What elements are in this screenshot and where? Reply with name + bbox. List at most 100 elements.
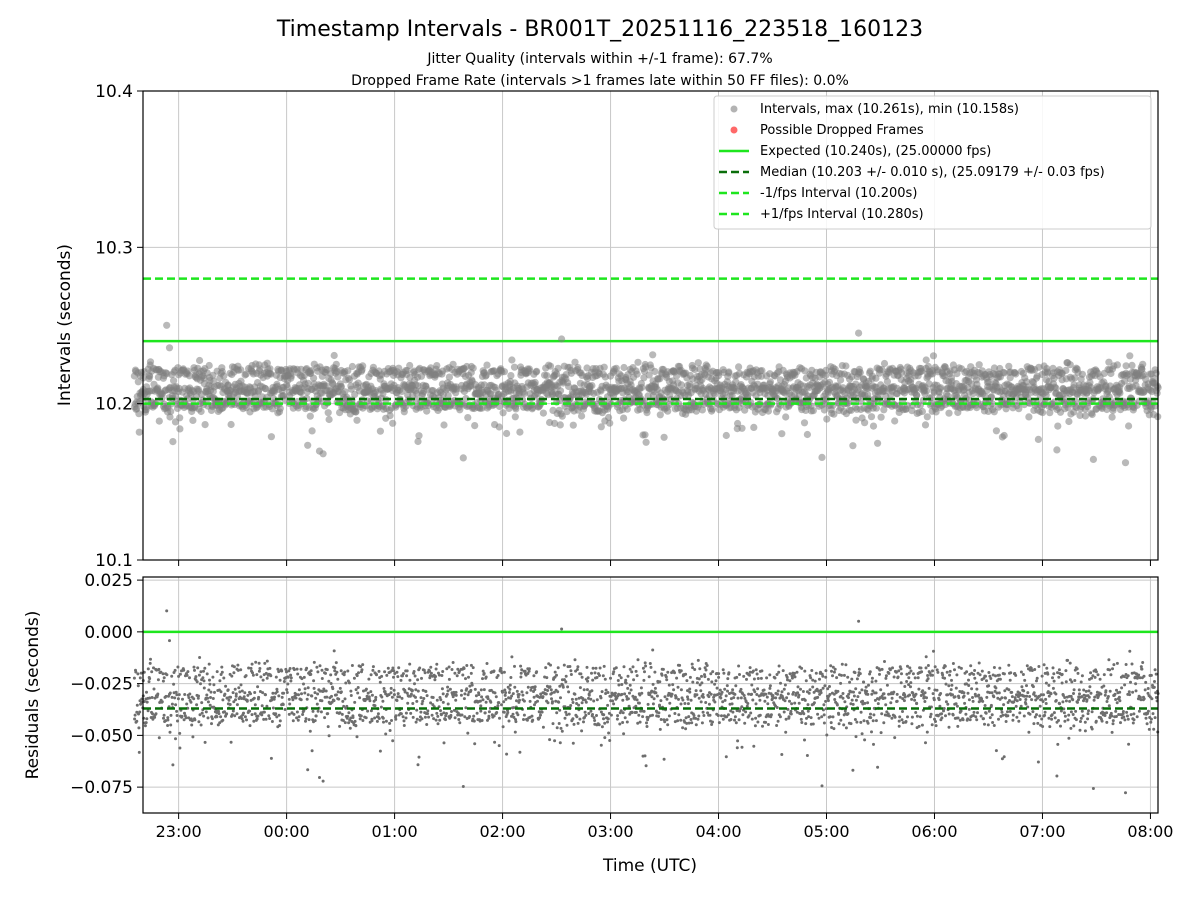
residual-point [250,713,254,717]
residual-point [883,660,886,663]
residual-point [650,689,654,693]
residual-point [707,695,711,699]
residual-point [405,674,409,678]
residual-point [860,688,864,692]
residual-point [947,725,951,729]
residual-point [973,676,977,680]
residual-point [395,699,399,702]
interval-point [359,362,367,370]
residual-point [824,699,828,703]
residual-point [690,721,694,725]
residual-point [184,716,188,720]
residual-point [194,675,198,679]
interval-point [325,415,333,424]
residual-point [154,712,158,716]
residual-point [288,702,292,706]
residual-point [325,668,329,672]
residual-point [565,713,569,717]
residual-point [386,666,390,670]
interval-point [641,431,649,439]
residual-point [736,696,740,700]
residual-point [541,695,545,699]
residual-point [445,692,449,696]
residual-point [234,692,238,696]
residual-point [178,731,182,735]
residual-point [846,712,850,716]
residual-point [377,717,381,720]
residual-point [350,664,354,667]
residual-point [540,710,544,714]
residual-point [218,679,222,683]
residual-point [535,670,539,674]
residual-point [761,724,764,728]
residual-point [343,721,347,725]
residual-point [371,668,375,672]
residual-point [724,755,728,759]
residual-point [715,686,719,690]
residual-point [703,675,707,679]
residual-point [289,679,293,683]
residual-point [497,701,501,705]
residual-point [884,676,888,680]
interval-point [176,425,184,433]
residual-point [721,668,725,672]
residual-point [638,720,642,724]
residual-point [679,688,683,692]
residual-point [636,658,640,662]
residual-point [553,739,557,743]
residual-point [421,699,425,703]
interval-point [344,367,352,375]
residual-point [962,694,966,698]
residual-point [465,687,469,691]
residual-point [684,716,688,720]
residual-point [431,696,435,699]
residual-point [841,696,845,700]
residual-point [206,716,210,720]
residual-point [853,718,857,721]
residual-point [948,673,952,677]
residual-point [659,718,663,721]
residual-point [468,715,472,718]
residual-point [545,676,549,680]
residual-point [780,753,784,756]
residual-point [500,671,504,675]
residual-point [210,717,214,721]
residual-point [423,715,427,719]
residual-point [202,714,206,718]
residual-point [862,680,866,684]
interval-point [469,364,477,372]
residual-point [195,680,199,684]
interval-point [406,361,414,370]
residual-point [193,668,196,672]
residual-point [489,700,493,704]
residual-point [538,716,542,720]
residual-point [671,683,675,687]
residual-point [156,678,160,682]
residual-point [870,730,873,734]
residual-point [450,710,453,713]
residual-point [599,743,603,747]
residual-point [318,664,322,668]
residual-point [707,702,711,706]
interval-point [508,356,516,364]
residual-point [493,691,497,695]
interval-point [1006,374,1014,382]
residual-point [688,687,692,691]
residual-point [587,693,591,697]
residual-point [775,706,779,709]
residual-point [722,671,726,675]
residual-point [165,609,169,613]
interval-point [197,407,205,416]
residual-point [267,714,271,718]
residual-point [923,691,927,695]
residual-point [392,693,396,697]
residual-point [633,695,637,699]
residual-point [560,729,564,733]
residual-point [522,699,526,703]
residual-point [967,684,971,687]
residual-point [685,679,689,683]
residual-point [242,695,246,699]
interval-point [307,367,315,375]
residual-point [861,699,865,703]
interval-point [459,454,467,462]
